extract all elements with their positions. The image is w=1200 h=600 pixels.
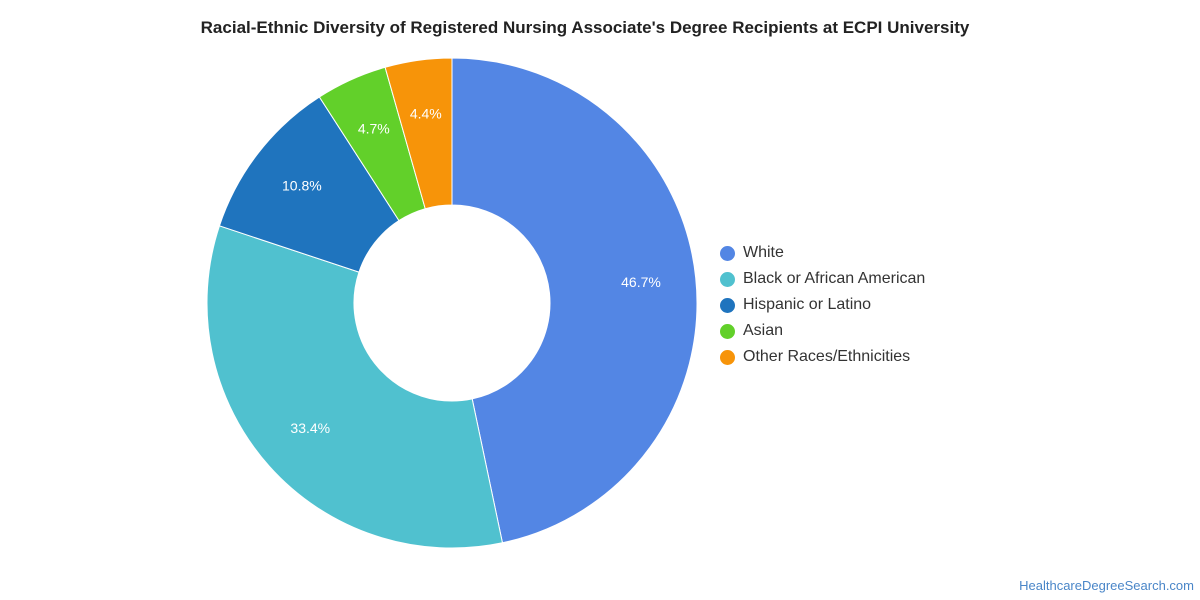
legend-label: Asian <box>743 322 784 339</box>
legend-label: Other Races/Ethnicities <box>743 348 911 365</box>
legend-swatch <box>720 349 735 365</box>
slice-value-label: 4.4% <box>410 106 442 122</box>
legend-label: White <box>743 244 784 261</box>
donut-slice-5[interactable] <box>384 57 453 210</box>
legend-label: Hispanic or Latino <box>743 296 872 313</box>
slice-value-label: 46.7% <box>621 274 661 290</box>
slice-value-label: 10.8% <box>282 177 322 193</box>
legend-item[interactable]: Hispanic or Latino <box>720 292 925 318</box>
donut-slice-1[interactable] <box>451 57 698 544</box>
legend-swatch <box>720 271 735 287</box>
legend-item[interactable]: Other Races/Ethnicities <box>720 344 925 370</box>
source-watermark[interactable]: HealthcareDegreeSearch.com <box>1019 578 1194 593</box>
chart-title: Racial-Ethnic Diversity of Registered Nu… <box>200 18 970 37</box>
legend-swatch <box>720 297 735 313</box>
slice-value-label: 33.4% <box>290 420 330 436</box>
legend-swatch <box>720 245 735 261</box>
legend-swatch <box>720 323 735 339</box>
legend-item[interactable]: White <box>720 240 925 266</box>
donut-slice-2[interactable] <box>206 225 504 549</box>
slice-value-label: 4.7% <box>358 121 390 137</box>
chart-legend: White Black or African American Hispanic o… <box>720 240 925 370</box>
legend-label: Black or African American <box>743 270 926 287</box>
legend-item[interactable]: Black or African American <box>720 266 925 292</box>
legend-item[interactable]: Asian <box>720 318 925 344</box>
